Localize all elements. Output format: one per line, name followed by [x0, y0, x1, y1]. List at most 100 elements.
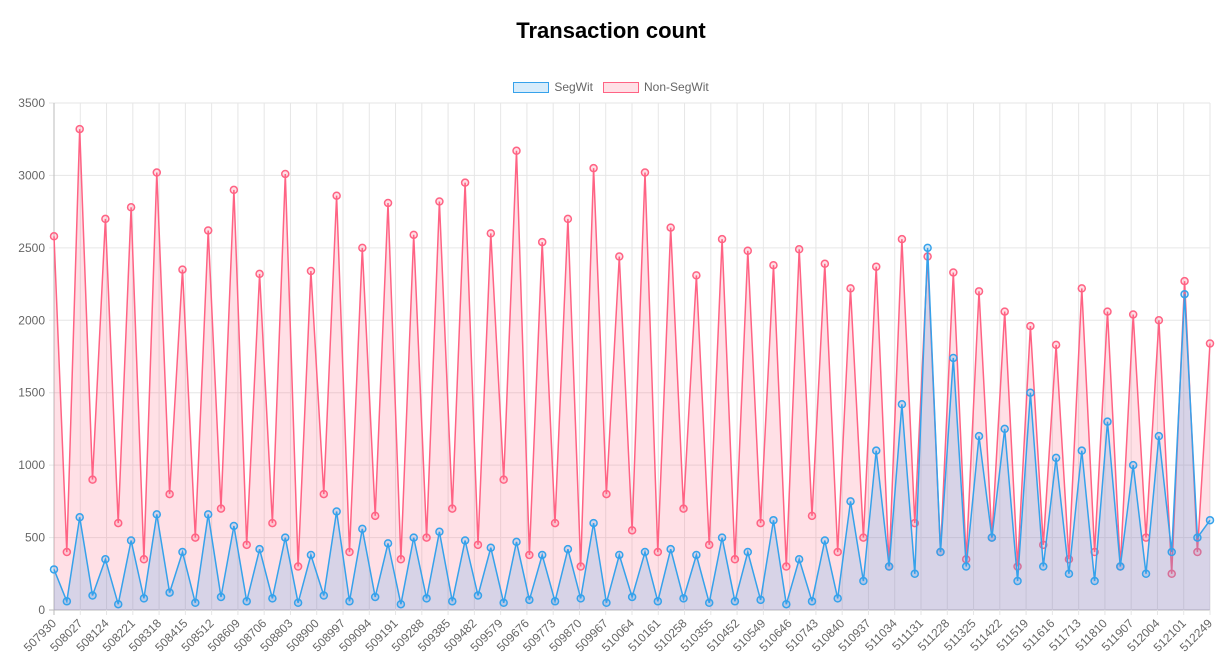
data-point-segwit	[525, 595, 534, 605]
data-point-segwit	[88, 591, 97, 600]
data-point-segwit	[730, 597, 740, 606]
data-point-segwit	[1000, 424, 1009, 434]
data-point-segwit	[281, 533, 290, 542]
data-point-non-segwit	[576, 562, 585, 571]
data-point-segwit	[1039, 562, 1048, 571]
data-point-non-segwit	[306, 266, 316, 276]
data-point-non-segwit	[293, 562, 303, 571]
data-point-segwit	[178, 547, 187, 557]
data-point-segwit	[512, 537, 521, 547]
data-point-segwit	[923, 243, 932, 253]
y-tick-label: 2000	[18, 313, 45, 327]
data-point-segwit	[216, 592, 226, 602]
data-point-non-segwit	[743, 246, 753, 256]
data-point-non-segwit	[409, 230, 418, 240]
data-point-segwit	[396, 599, 406, 609]
legend-swatch-segwit	[513, 81, 550, 93]
data-point-segwit	[1167, 547, 1176, 557]
data-point-non-segwit	[807, 511, 817, 521]
data-point-segwit	[75, 513, 84, 522]
data-point-non-segwit	[974, 287, 984, 296]
data-point-non-segwit	[756, 518, 765, 528]
data-point-non-segwit	[1051, 340, 1061, 350]
data-point-non-segwit	[345, 547, 354, 557]
data-point-non-segwit	[769, 260, 778, 270]
data-point-segwit	[576, 594, 585, 603]
data-point-segwit	[435, 527, 444, 537]
data-point-segwit	[949, 353, 958, 363]
data-point-non-segwit	[1167, 569, 1176, 579]
data-point-non-segwit	[281, 169, 290, 179]
data-point-non-segwit	[1000, 307, 1009, 316]
legend-item-segwit[interactable]: SegWit	[513, 80, 593, 94]
data-point-segwit	[1077, 446, 1087, 455]
data-point-non-segwit	[152, 168, 162, 177]
data-point-segwit	[358, 524, 367, 534]
data-point-non-segwit	[666, 223, 675, 232]
legend-item-non-segwit[interactable]: Non-SegWit	[603, 80, 709, 94]
data-point-non-segwit	[191, 533, 200, 542]
data-point-non-segwit	[126, 203, 136, 212]
data-point-non-segwit	[383, 198, 393, 208]
data-point-segwit	[1051, 453, 1061, 463]
data-point-segwit	[563, 544, 573, 554]
data-point-segwit	[871, 446, 881, 455]
data-point-non-segwit	[846, 284, 855, 293]
data-point-non-segwit	[229, 185, 239, 195]
data-point-non-segwit	[692, 271, 701, 280]
data-point-segwit	[640, 547, 650, 557]
data-point-non-segwit	[216, 504, 226, 513]
data-point-segwit	[974, 431, 984, 441]
data-point-non-segwit	[499, 475, 508, 484]
data-point-non-segwit	[615, 252, 624, 261]
data-point-segwit	[1064, 569, 1074, 579]
data-point-segwit	[589, 518, 598, 528]
data-point-non-segwit	[730, 555, 740, 564]
data-point-segwit	[704, 598, 714, 608]
data-point-non-segwit	[859, 533, 868, 542]
data-point-segwit	[49, 565, 59, 574]
legend-label-non-segwit: Non-SegWit	[644, 80, 709, 94]
data-point-segwit	[550, 597, 560, 606]
data-point-segwit	[332, 507, 341, 516]
data-point-non-segwit	[370, 511, 380, 521]
data-point-segwit	[126, 536, 136, 545]
data-point-non-segwit	[833, 547, 842, 557]
data-point-non-segwit	[897, 234, 907, 244]
data-point-segwit	[165, 588, 174, 597]
data-point-segwit	[794, 555, 804, 564]
data-point-non-segwit	[1154, 316, 1164, 325]
data-point-non-segwit	[550, 518, 560, 528]
data-point-segwit	[910, 569, 920, 579]
data-point-non-segwit	[422, 533, 431, 542]
data-point-non-segwit	[640, 168, 650, 177]
data-point-segwit	[1013, 576, 1022, 586]
data-point-segwit	[268, 594, 277, 603]
data-point-non-segwit	[949, 268, 958, 277]
data-point-segwit	[833, 594, 842, 603]
data-point-segwit	[782, 599, 791, 609]
y-tick-label: 1000	[18, 458, 45, 472]
data-point-segwit	[113, 599, 123, 609]
data-point-segwit	[1154, 431, 1164, 441]
data-point-segwit	[756, 595, 765, 605]
data-point-non-segwit	[1180, 276, 1189, 286]
data-point-segwit	[229, 521, 239, 531]
data-point-non-segwit	[62, 547, 72, 557]
data-point-segwit	[653, 597, 663, 606]
data-point-non-segwit	[1128, 310, 1138, 319]
data-point-segwit	[62, 597, 72, 606]
legend: SegWit Non-SegWit	[0, 80, 1222, 94]
data-point-non-segwit	[704, 540, 714, 550]
data-point-segwit	[293, 598, 303, 608]
data-point-segwit	[203, 510, 213, 519]
data-point-segwit	[987, 533, 997, 542]
data-point-segwit	[1193, 533, 1202, 542]
data-point-non-segwit	[396, 555, 406, 564]
y-tick-label: 3500	[18, 96, 45, 110]
data-point-non-segwit	[242, 540, 251, 550]
y-tick-label: 0	[38, 603, 45, 617]
y-tick-label: 2500	[18, 241, 45, 255]
data-point-non-segwit	[101, 214, 110, 224]
